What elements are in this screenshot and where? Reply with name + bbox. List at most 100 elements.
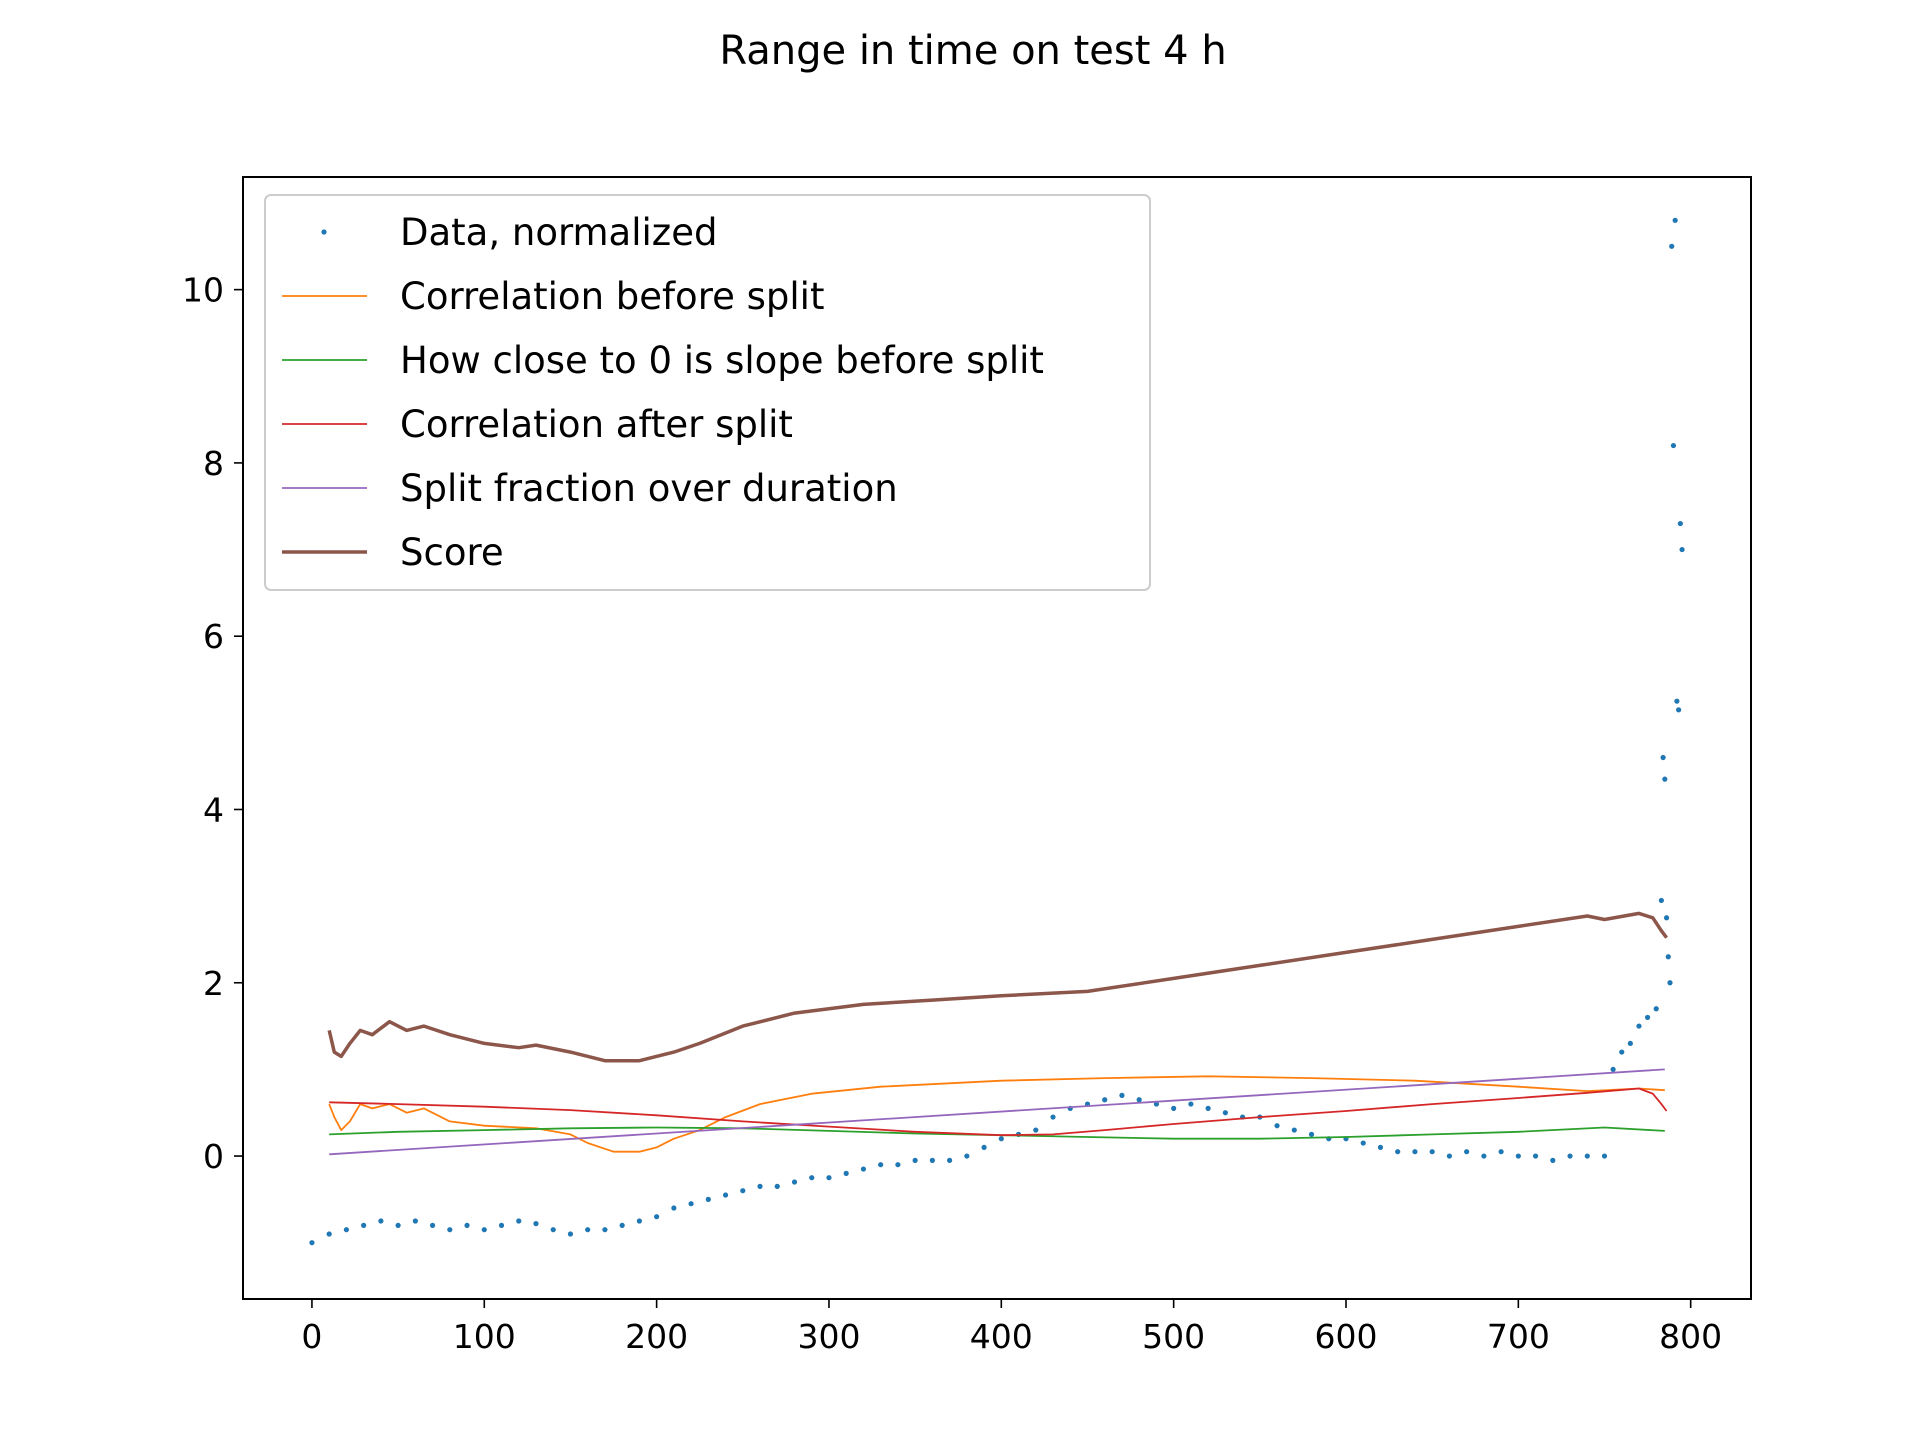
x-tick-label: 100 xyxy=(453,1317,516,1356)
data-point xyxy=(1658,897,1664,904)
data-point xyxy=(791,1179,798,1185)
data-point xyxy=(1481,1153,1487,1159)
data-point xyxy=(843,1170,849,1176)
data-point xyxy=(1153,1101,1160,1107)
data-point xyxy=(1674,698,1680,704)
data-point xyxy=(1188,1101,1194,1107)
legend-label: Correlation before split xyxy=(400,275,824,318)
data-point xyxy=(912,1157,918,1163)
data-point xyxy=(447,1227,453,1233)
data-point xyxy=(498,1222,505,1228)
data-point xyxy=(361,1222,367,1228)
data-point xyxy=(878,1162,884,1168)
data-point xyxy=(757,1183,763,1189)
data-point xyxy=(378,1218,384,1224)
data-point xyxy=(1660,754,1666,761)
x-tick-label: 700 xyxy=(1487,1317,1550,1356)
data-point xyxy=(1308,1131,1315,1137)
data-point xyxy=(1584,1153,1590,1159)
data-point xyxy=(1644,1014,1651,1021)
x-tick-label: 400 xyxy=(970,1317,1033,1356)
data-point xyxy=(395,1222,401,1228)
data-point xyxy=(1610,1066,1616,1073)
legend-label: Score xyxy=(400,531,504,574)
data-point xyxy=(1360,1140,1366,1146)
data-point xyxy=(481,1227,487,1233)
data-point xyxy=(1667,980,1673,986)
data-point xyxy=(1446,1153,1452,1159)
y-tick-label: 8 xyxy=(203,444,224,483)
data-point xyxy=(774,1183,780,1189)
data-point xyxy=(1498,1149,1504,1155)
data-point xyxy=(1636,1023,1642,1029)
data-point xyxy=(1665,954,1671,960)
data-point xyxy=(1663,915,1670,921)
data-point xyxy=(1550,1157,1556,1163)
data-point xyxy=(550,1227,556,1233)
data-point xyxy=(1627,1040,1633,1047)
data-point xyxy=(1677,520,1683,527)
data-point xyxy=(1377,1144,1384,1150)
series-line-4 xyxy=(329,1068,1665,1156)
data-point xyxy=(998,1136,1004,1142)
data-point xyxy=(929,1157,935,1163)
data-point xyxy=(533,1221,539,1227)
data-point xyxy=(1222,1110,1228,1116)
data-point xyxy=(722,1192,729,1198)
data-point xyxy=(1102,1097,1108,1103)
series-layer xyxy=(309,217,1685,1246)
data-point xyxy=(1136,1097,1142,1103)
data-point xyxy=(412,1218,418,1224)
legend-label: Split fraction over duration xyxy=(400,467,898,510)
data-point xyxy=(671,1205,677,1211)
data-point xyxy=(1274,1123,1280,1129)
legend-frame xyxy=(264,194,1151,591)
data-point xyxy=(1619,1049,1625,1055)
x-tick-label: 0 xyxy=(301,1317,322,1356)
data-point xyxy=(464,1222,470,1228)
data-point xyxy=(1395,1149,1401,1155)
data-point xyxy=(705,1196,711,1202)
data-point xyxy=(1119,1092,1125,1098)
data-point xyxy=(740,1188,746,1194)
data-point xyxy=(636,1218,642,1224)
data-point xyxy=(826,1175,832,1181)
series-line-3 xyxy=(329,1087,1668,1137)
legend: Data, normalized Correlation before split… xyxy=(264,194,1151,591)
data-point xyxy=(1676,707,1682,713)
data-point xyxy=(947,1157,953,1163)
data-point xyxy=(1670,442,1677,449)
data-point xyxy=(1464,1149,1470,1155)
data-point xyxy=(809,1175,815,1181)
y-tick-label: 6 xyxy=(203,617,224,656)
series-line-2 xyxy=(329,1126,1665,1140)
data-point xyxy=(1429,1149,1435,1155)
data-point xyxy=(688,1201,694,1207)
data-point xyxy=(585,1227,591,1233)
x-tick-label: 200 xyxy=(625,1317,688,1356)
y-tick-label: 10 xyxy=(182,271,224,310)
data-point xyxy=(1679,546,1685,553)
data-point xyxy=(1412,1149,1418,1155)
plot-area-frame xyxy=(242,176,1752,1300)
data-point xyxy=(1033,1127,1039,1133)
series-points-0 xyxy=(309,217,1685,1246)
series-line-5 xyxy=(327,911,1668,1063)
data-point xyxy=(343,1227,350,1233)
data-point xyxy=(1662,776,1668,782)
chart-title: Range in time on test 4 h xyxy=(719,28,1226,74)
x-tick-label: 500 xyxy=(1142,1317,1205,1356)
data-point xyxy=(326,1231,332,1237)
x-tick-label: 800 xyxy=(1659,1317,1722,1356)
legend-label: Data, normalized xyxy=(400,211,717,254)
data-point xyxy=(567,1231,574,1237)
data-point xyxy=(309,1240,315,1246)
series-line-1 xyxy=(328,1075,1665,1153)
legend-label: How close to 0 is slope before split xyxy=(400,339,1044,382)
y-tick-label: 2 xyxy=(203,964,224,1003)
data-point xyxy=(1567,1153,1573,1159)
data-point xyxy=(602,1227,608,1233)
data-point xyxy=(1050,1114,1056,1120)
data-point xyxy=(654,1214,660,1220)
